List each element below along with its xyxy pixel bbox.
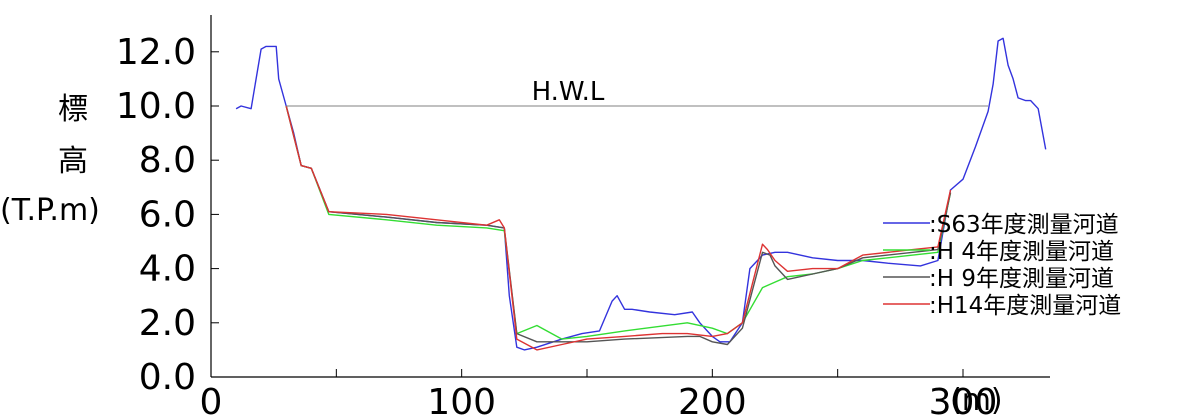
series-line-3 [285,105,952,346]
y-tick-label: 10.0 [116,86,196,127]
legend: :S63年度測量河道:H 4年度測量河道:H 9年度測量河道:H14年度測量河道 [883,212,1121,319]
legend-label-1: :S63年度測量河道 [929,212,1119,238]
hwl-label: H.W.L [532,77,605,107]
legend-label-3: :H 9年度測量河道 [929,266,1114,292]
plot-lines [235,37,1047,351]
x-tick-label: 100 [427,382,496,416]
x-tick-label: 300 [929,382,998,416]
y-tick-label: 6.0 [139,194,196,235]
axes [210,15,1050,378]
x-axis-label: (m) [950,383,1003,416]
y-axis-label-char-2: 高 [58,144,88,179]
y-tick-label: 8.0 [139,140,196,181]
tick-labels: 0.0 2.0 4.0 6.0 8.0 10.0 12.0 0 100 200 300 [116,32,998,416]
reference-line-group: H.W.L [286,77,989,107]
series-line-4 [285,105,952,351]
x-tick-label: 0 [200,382,223,416]
y-tick-label: 4.0 [139,249,196,290]
y-axis-unit-label: (T.P.m) [0,193,100,228]
series-line-1 [235,37,1047,351]
legend-label-4: :H14年度測量河道 [929,293,1121,319]
legend-label-2: :H 4年度測量河道 [929,239,1114,265]
y-tick-label: 12.0 [116,32,196,73]
y-axis-label-char-1: 標 [58,92,88,127]
x-tick-label: 200 [678,382,747,416]
series-line-2 [285,105,952,340]
y-tick-label: 2.0 [139,303,196,344]
y-tick-label: 0.0 [139,357,196,398]
